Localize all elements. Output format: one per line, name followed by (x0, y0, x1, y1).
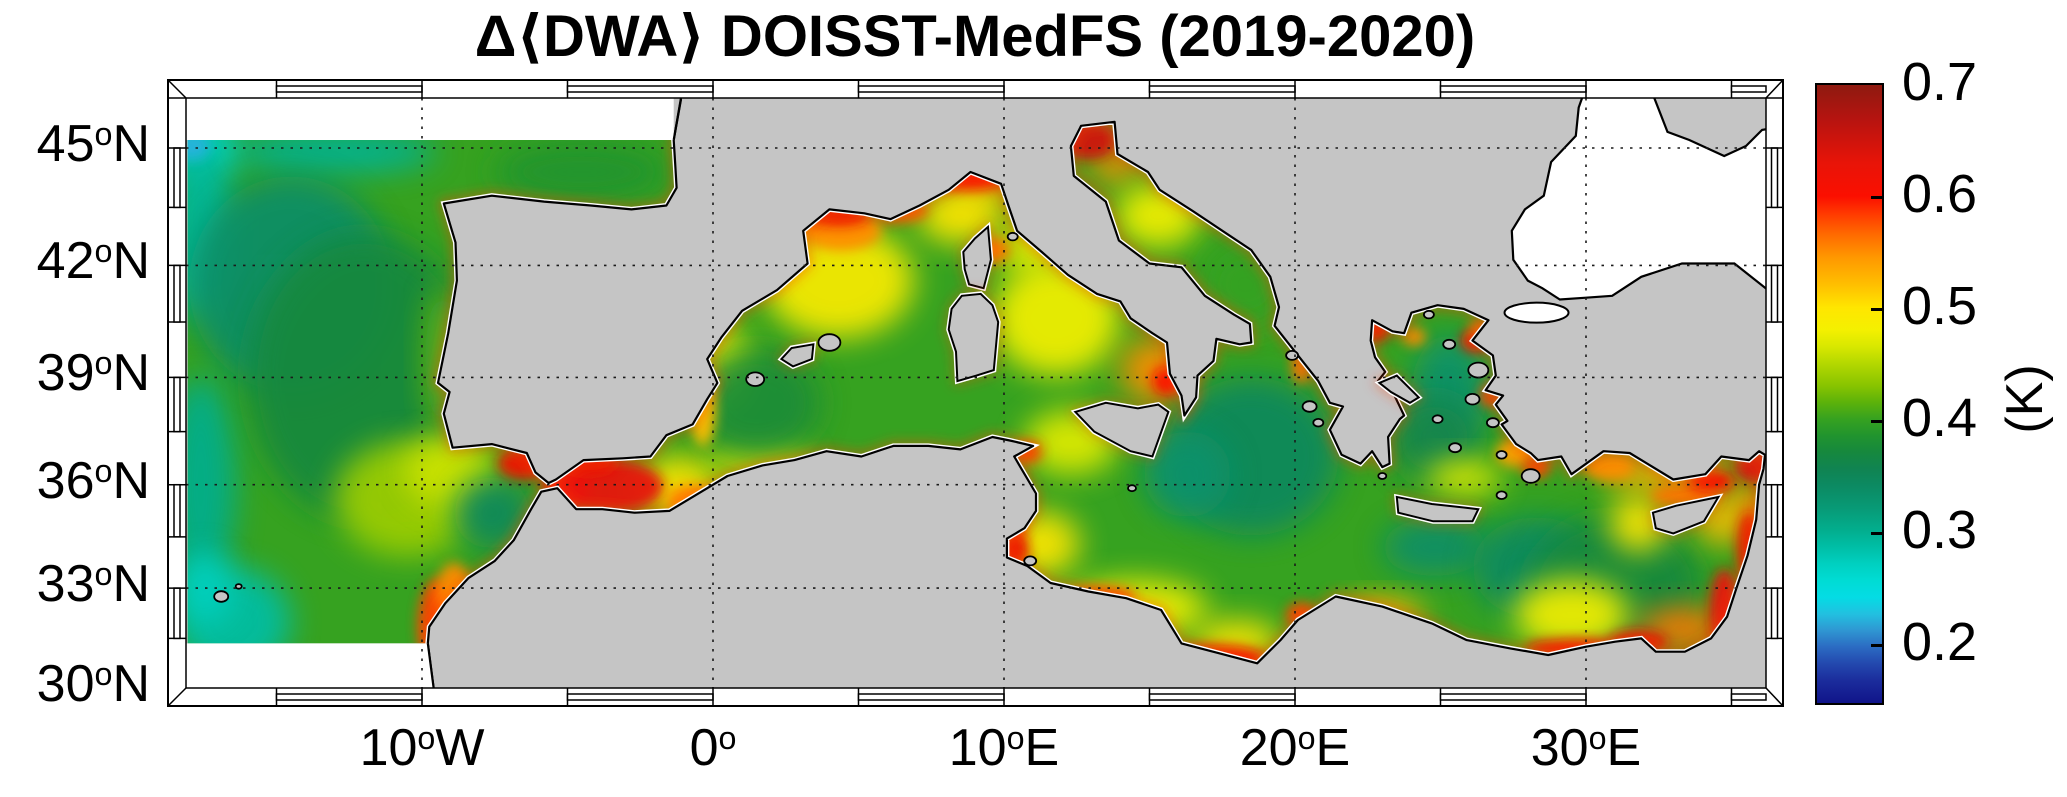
island (1651, 495, 1721, 535)
map-frame (167, 79, 1784, 707)
small-island (1486, 417, 1500, 429)
no-data-north-atlantic (186, 98, 674, 140)
lat-tick-label-42n: 42oN (36, 232, 150, 291)
anomaly-blob (494, 139, 670, 205)
coastline-ext (672, 98, 683, 141)
small-island (213, 590, 230, 603)
colorbar-tick-mark (1871, 419, 1882, 423)
anomaly-blob (454, 476, 530, 549)
lon-tick-label-0deg: 0o (689, 719, 737, 777)
small-island (1495, 450, 1508, 460)
small-island (1006, 231, 1019, 242)
chart-title: Δ⟨DWA⟩ DOISST-MedFS (2019-2020) (474, 4, 1476, 69)
colorbar-tick-mark (1871, 195, 1882, 199)
small-island (817, 333, 842, 352)
colorbar-tick-mark (1871, 643, 1882, 647)
colorbar-tick-mark (1871, 307, 1882, 311)
anomaly-blob (1143, 431, 1232, 518)
anomaly-blob (1513, 579, 1630, 651)
lat-tick-label-36n: 36oN (36, 451, 150, 510)
colorbar-gradient (1815, 83, 1884, 705)
coastline-ext (426, 643, 435, 688)
anomaly-blob (692, 348, 821, 457)
crimea (1653, 98, 1766, 158)
anomaly-blob (1382, 518, 1488, 576)
colorbar-tick-label-0p4: 0.4 (1902, 388, 1978, 449)
small-island (1448, 442, 1462, 454)
small-island (1431, 414, 1444, 424)
lat-tick-label-45n: 45oN (36, 115, 150, 173)
island (947, 292, 1000, 383)
island (962, 224, 992, 290)
marmara-no-data (1503, 301, 1570, 324)
island (1395, 495, 1480, 523)
small-island (234, 583, 243, 590)
colorbar-tick-mark (1871, 531, 1882, 535)
colorbar-tick-label-0p5: 0.5 (1902, 276, 1978, 337)
lat-tick-label-30n: 30oN (36, 654, 150, 713)
small-island (1520, 468, 1541, 484)
anomaly-blob (1426, 459, 1502, 496)
small-island (1312, 418, 1325, 428)
small-island (1301, 400, 1318, 413)
anomaly-blob (1609, 494, 1668, 552)
lon-tick-label-30e: 30oE (1530, 719, 1642, 777)
colorbar-tick-label-0p2: 0.2 (1902, 612, 1978, 673)
colorbar-unit-label: (K) (1996, 364, 2054, 434)
lat-tick-label-33n: 33oN (36, 555, 150, 614)
lon-tick-label-10w: 10oW (359, 719, 485, 777)
colorbar-tick-label-0p6: 0.6 (1902, 164, 1978, 225)
small-island (1442, 338, 1457, 350)
island (1073, 401, 1170, 458)
small-island (1423, 309, 1435, 320)
small-island (1464, 393, 1481, 406)
small-island (1495, 490, 1508, 500)
anomaly-blob (187, 552, 233, 625)
colorbar-tick-label-0p7: 0.7 (1902, 52, 1978, 112)
lon-tick-label-10e: 10oE (948, 719, 1060, 777)
lat-tick-label-39n: 39oN (36, 344, 150, 403)
sea-field (187, 121, 1766, 664)
lon-tick-label-20e: 20oE (1239, 719, 1351, 777)
small-island (1467, 361, 1490, 379)
small-island (1127, 484, 1137, 493)
small-island (1023, 555, 1038, 567)
no-data-south-atlantic (186, 643, 434, 688)
colorbar-tick-label-0p3: 0.3 (1902, 500, 1978, 561)
map-interior (186, 98, 1766, 688)
anomaly-blob (232, 130, 437, 174)
small-island (1285, 349, 1299, 361)
anomaly-blob (187, 376, 236, 593)
island (779, 343, 815, 368)
small-island (745, 371, 766, 387)
small-island (1377, 472, 1388, 480)
